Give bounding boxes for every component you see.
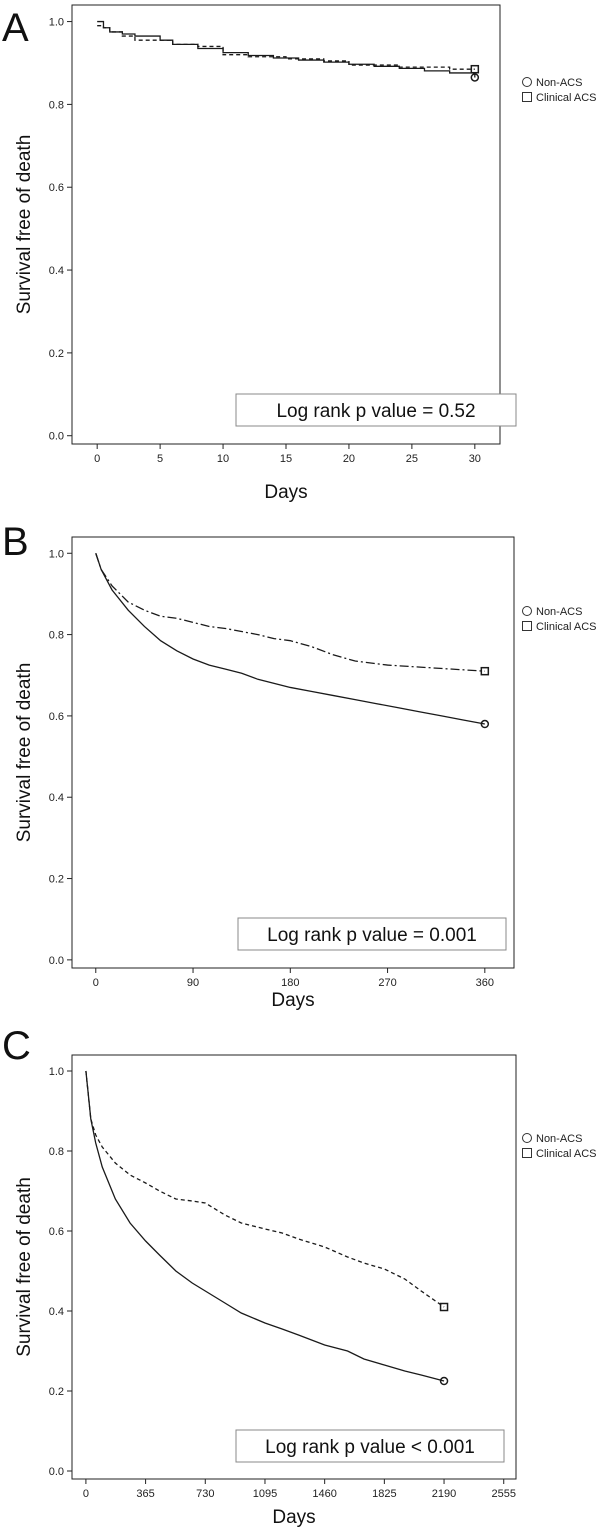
x-tick-label: 15 — [280, 453, 292, 465]
x-tick-label: 730 — [196, 1488, 214, 1500]
censor-marker-circle — [439, 1376, 449, 1386]
y-tick-label: 0.0 — [49, 955, 64, 967]
chart-panel-a: 0.0 0.2 0.4 0.6 0.8 1.0 0 5 10 15 20 25 30 Survival f… — [14, 4, 597, 503]
panel-label: A — [2, 6, 29, 50]
censor-marker-square — [439, 1302, 449, 1312]
legend-circle-icon — [522, 606, 532, 616]
x-axis-label: Days — [272, 1507, 315, 1528]
y-tick-label: 1.0 — [49, 548, 64, 560]
x-tick-label: 30 — [469, 453, 481, 465]
censor-marker-circle — [470, 73, 480, 82]
legend-circle-icon — [522, 1133, 532, 1143]
y-tick-label: 0.4 — [49, 1306, 64, 1318]
legend-square-icon — [522, 1148, 532, 1158]
series-line-clinical-acs — [97, 25, 475, 70]
x-tick-label: 0 — [93, 977, 99, 989]
y-tick-label: 0.0 — [49, 1466, 64, 1478]
x-tick-label: 20 — [343, 453, 355, 465]
y-axis-label: Survival free of death — [14, 1177, 35, 1357]
y-tick-label: 0.2 — [49, 874, 64, 886]
x-tick-label: 270 — [378, 977, 396, 989]
y-axis-label: Survival free of death — [14, 663, 35, 843]
x-tick-label: 365 — [136, 1488, 154, 1500]
series-line-non-acs — [85, 1070, 445, 1382]
x-tick-label: 360 — [476, 977, 494, 989]
x-axis-label: Days — [264, 482, 307, 503]
p-value-text: Log rank p value = 0.52 — [276, 401, 475, 422]
p-value-box — [237, 917, 507, 951]
x-tick-label: 2190 — [432, 1488, 456, 1500]
p-value-text: Log rank p value = 0.001 — [267, 925, 477, 946]
series-line-non-acs — [95, 553, 485, 725]
x-tick-label: 2555 — [491, 1488, 515, 1500]
y-tick-label: 0.4 — [49, 792, 64, 804]
x-tick-label: 0 — [94, 453, 100, 465]
x-axis-label: Days — [271, 990, 314, 1011]
x-tick-label: 5 — [157, 453, 163, 465]
y-tick-label: 0.6 — [49, 1226, 64, 1238]
legend-label: Clinical ACS — [536, 1148, 597, 1160]
panel-label: B — [2, 520, 29, 564]
y-tick-label: 0.2 — [49, 1386, 64, 1398]
y-tick-label: 0.2 — [49, 348, 64, 360]
y-tick-label: 0.4 — [49, 265, 64, 277]
panel-c: C 0.0 0.2 0.4 0.6 0.8 1.0 0 365 730 1095 1460 1825 2… — [0, 1020, 600, 1531]
legend-circle-icon — [522, 77, 532, 87]
x-tick-label: 1460 — [312, 1488, 336, 1500]
x-tick-label: 90 — [187, 977, 199, 989]
y-tick-label: 0.8 — [49, 630, 64, 642]
y-tick-label: 1.0 — [49, 1066, 64, 1078]
panel-b: B 0.0 0.2 0.4 0.6 0.8 1.0 0 90 180 270 360 Survival… — [0, 510, 600, 1020]
p-value-text: Log rank p value < 0.001 — [265, 1437, 475, 1458]
legend-label: Non-ACS — [536, 1133, 582, 1145]
legend-square-icon — [522, 92, 532, 102]
legend-label: Clinical ACS — [536, 92, 597, 104]
p-value-box — [235, 1429, 505, 1463]
x-tick-label: 180 — [281, 977, 299, 989]
x-tick-label: 1095 — [253, 1488, 277, 1500]
legend-label: Clinical ACS — [536, 621, 597, 633]
plot-frame — [71, 1054, 517, 1480]
series-line-clinical-acs — [95, 553, 485, 672]
x-tick-label: 0 — [83, 1488, 89, 1500]
x-tick-label: 1825 — [372, 1488, 396, 1500]
y-tick-label: 1.0 — [49, 17, 64, 29]
plot-frame — [71, 536, 515, 969]
x-tick-label: 25 — [406, 453, 418, 465]
legend-label: Non-ACS — [536, 606, 582, 618]
panel-label: C — [2, 1024, 31, 1068]
panel-a: A 0.0 0.2 0.4 0.6 0.8 1.0 0 5 10 15 20 25 30 Survival… — [0, 0, 600, 510]
legend-square-icon — [522, 621, 532, 631]
y-axis-label: Survival free of death — [14, 135, 35, 315]
censor-marker-circle — [480, 719, 490, 729]
y-tick-label: 0.0 — [49, 431, 64, 443]
chart-panel-b: 0.0 0.2 0.4 0.6 0.8 1.0 0 90 180 270 360 Survival f… — [14, 536, 597, 1011]
censor-marker-square — [480, 666, 490, 676]
chart-panel-c: 0.0 0.2 0.4 0.6 0.8 1.0 0 365 730 1095 1460 1825 219… — [14, 1054, 597, 1528]
series-line-non-acs — [97, 20, 476, 78]
series-line-clinical-acs — [85, 1070, 445, 1308]
y-tick-label: 0.6 — [49, 182, 64, 194]
legend-label: Non-ACS — [536, 77, 582, 89]
x-tick-label: 10 — [217, 453, 229, 465]
y-tick-label: 0.6 — [49, 711, 64, 723]
y-tick-label: 0.8 — [49, 1146, 64, 1158]
censor-marker-square — [470, 64, 480, 74]
y-tick-label: 0.8 — [49, 99, 64, 111]
p-value-box — [235, 393, 517, 427]
